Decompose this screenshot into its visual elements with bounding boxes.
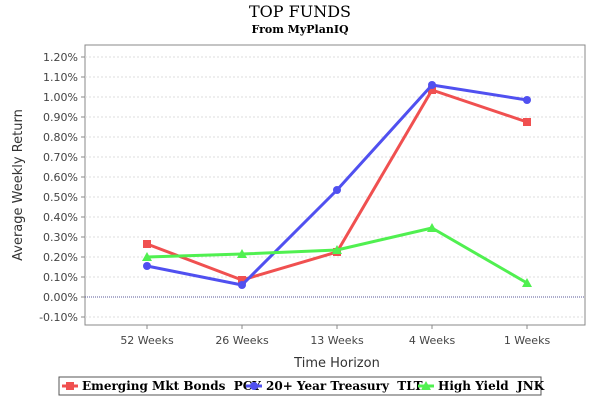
- legend-item: 20+ Year Treasury TLT: [246, 379, 423, 393]
- x-tick-label: 52 Weeks: [120, 334, 174, 347]
- y-tick-label: 0.90%: [43, 111, 78, 124]
- y-tick-label: 0.30%: [43, 231, 78, 244]
- y-tick-label: -0.10%: [39, 311, 78, 324]
- x-axis-label: Time Horizon: [293, 356, 380, 371]
- data-point: [143, 240, 151, 248]
- y-tick-label: 1.00%: [43, 91, 78, 104]
- x-tick-label: 26 Weeks: [215, 334, 269, 347]
- data-point: [333, 186, 341, 194]
- legend-marker: [250, 382, 258, 390]
- y-axis-label: Average Weekly Return: [11, 109, 26, 261]
- y-tick-label: 0.80%: [43, 131, 78, 144]
- x-axis-ticks: 52 Weeks 26 Weeks 13 Weeks 4 Weeks 1 Weeks: [120, 325, 550, 347]
- y-tick-label: 0.00%: [43, 291, 78, 304]
- y-tick-label: 0.50%: [43, 191, 78, 204]
- y-tick-label: 0.70%: [43, 151, 78, 164]
- y-tick-label: 0.40%: [43, 211, 78, 224]
- legend-label: High Yield JNK: [438, 379, 545, 393]
- chart-subtitle: From MyPlanIQ: [251, 23, 349, 36]
- legend-label: Emerging Mkt Bonds PCY: [82, 379, 261, 393]
- plot-area: [85, 45, 585, 325]
- y-tick-label: 1.20%: [43, 51, 78, 64]
- x-tick-label: 13 Weeks: [310, 334, 364, 347]
- legend: Emerging Mkt Bonds PCY 20+ Year Treasury …: [62, 379, 545, 393]
- legend-label: 20+ Year Treasury TLT: [266, 379, 423, 393]
- data-point: [238, 281, 246, 289]
- x-tick-label: 1 Weeks: [504, 334, 551, 347]
- legend-item: Emerging Mkt Bonds PCY: [62, 379, 261, 393]
- legend-marker: [66, 382, 74, 390]
- y-axis-ticks: -0.10% 0.00% 0.10% 0.20% 0.30% 0.40% 0.50% 0.60…: [39, 51, 85, 324]
- y-tick-label: 0.20%: [43, 251, 78, 264]
- data-point: [143, 262, 151, 270]
- data-point: [523, 118, 531, 126]
- data-point: [523, 96, 531, 104]
- x-tick-label: 4 Weeks: [409, 334, 456, 347]
- y-tick-label: 0.10%: [43, 271, 78, 284]
- y-tick-label: 0.60%: [43, 171, 78, 184]
- data-point: [428, 81, 436, 89]
- chart-title: TOP FUNDS: [249, 2, 351, 21]
- y-tick-label: 1.10%: [43, 71, 78, 84]
